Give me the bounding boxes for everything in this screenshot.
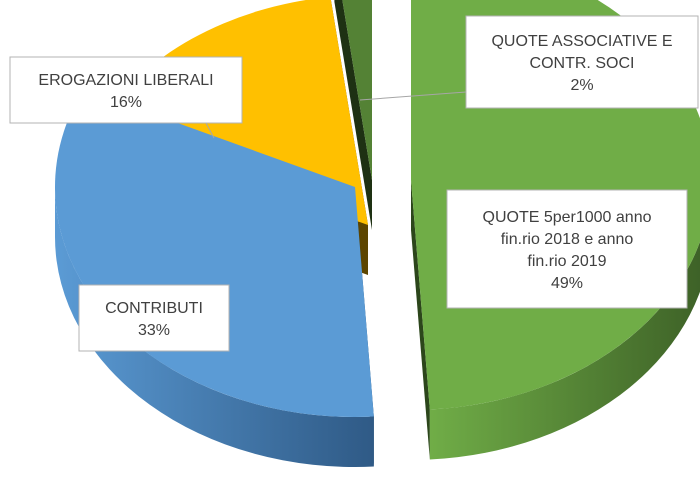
- data-labels: QUOTE 5per1000 anno fin.rio 2018 e anno fi…: [9, 15, 699, 352]
- pie-slice-wall-3-0: [334, 0, 372, 230]
- data-label-2: EROGAZIONI LIBERALI 16%: [9, 56, 243, 124]
- data-label-percent: 49%: [551, 275, 583, 292]
- data-label-category: QUOTE ASSOCIATIVE E: [491, 33, 672, 50]
- label-leaders: [205, 91, 467, 139]
- data-label-box: [9, 56, 243, 124]
- data-label-0: QUOTE 5per1000 anno fin.rio 2018 e anno fi…: [446, 189, 688, 309]
- data-label-box: [446, 189, 688, 309]
- data-label-percent: 33%: [138, 322, 170, 339]
- label-leader-3: [359, 91, 467, 101]
- label-leader-2: [205, 122, 215, 139]
- data-label-box: [78, 284, 230, 352]
- data-label-category: fin.rio 2018 e anno: [501, 231, 634, 248]
- pie-slice-3: [342, 0, 372, 180]
- data-label-category: QUOTE 5per1000 anno: [483, 209, 652, 226]
- pie-slice-side-1: [55, 187, 374, 467]
- data-label-3: QUOTE ASSOCIATIVE E CONTR. SOCI 2%: [465, 15, 699, 109]
- data-label-category: EROGAZIONI LIBERALI: [38, 72, 213, 89]
- data-label-1: CONTRIBUTI 33%: [78, 284, 230, 352]
- data-label-category: CONTRIBUTI: [105, 300, 203, 317]
- data-label-category: fin.rio 2019: [527, 253, 606, 270]
- data-label-percent: 16%: [110, 94, 142, 111]
- pie-slice-wall-0-1: [411, 180, 430, 460]
- data-label-category: CONTR. SOCI: [530, 55, 635, 72]
- pie-slice-side-0: [429, 241, 700, 460]
- data-label-percent: 2%: [570, 77, 593, 94]
- data-label-box: [465, 15, 699, 109]
